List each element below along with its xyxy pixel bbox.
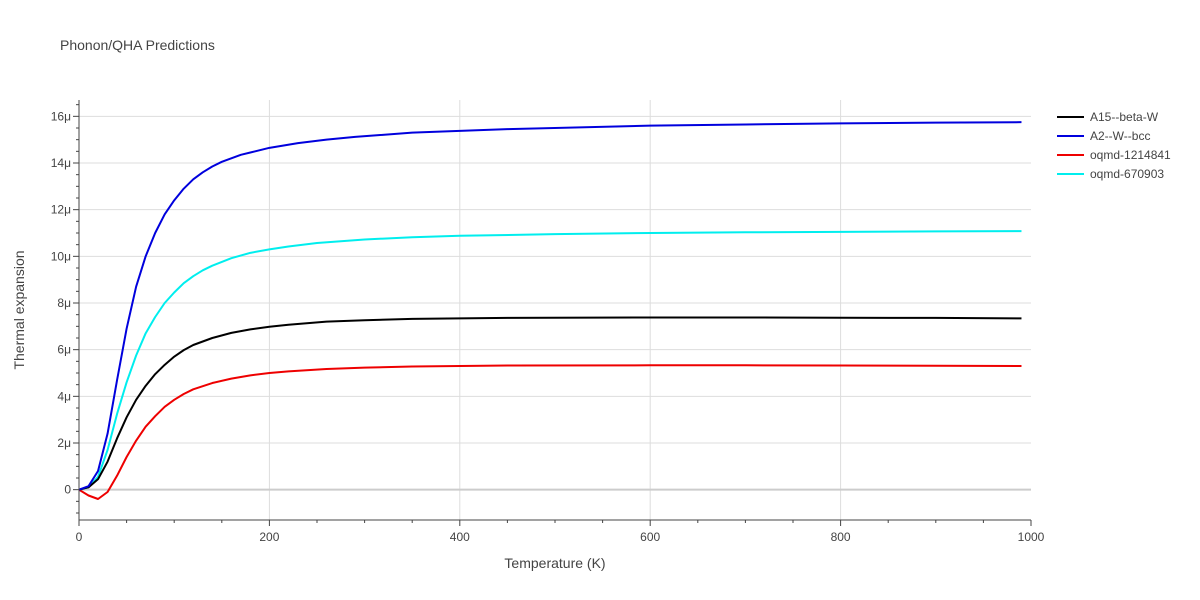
x-tick-label: 200 — [259, 530, 279, 544]
legend-label: oqmd-670903 — [1090, 167, 1164, 181]
y-tick-label: 4μ — [57, 389, 71, 403]
series-layer — [78, 121, 1022, 500]
legend-label: oqmd-1214841 — [1090, 148, 1171, 162]
y-tick-label: 14μ — [51, 156, 71, 170]
y-tick-label: 2μ — [57, 436, 71, 450]
x-tick-label: 800 — [831, 530, 851, 544]
y-tick-label: 0 — [64, 483, 71, 497]
legend-item[interactable]: A15--beta-W — [1057, 110, 1159, 124]
y-axis-title: Thermal expansion — [11, 250, 27, 369]
y-tick-label: 12μ — [51, 203, 71, 217]
x-tick-label: 0 — [76, 530, 83, 544]
legend-item[interactable]: A2--W--bcc — [1057, 129, 1150, 143]
legend-item[interactable]: oqmd-670903 — [1057, 167, 1164, 181]
x-axis-title: Temperature (K) — [504, 555, 605, 571]
series-line-a2-w-bcc — [78, 121, 1022, 491]
legend-item[interactable]: oqmd-1214841 — [1057, 148, 1171, 162]
x-tick-label: 600 — [640, 530, 660, 544]
legend-label: A2--W--bcc — [1090, 129, 1150, 143]
y-tick-label: 8μ — [57, 296, 71, 310]
axes-layer: 0 200 400 600 800 1000 0 2μ 4μ 6μ 8μ 10μ 12μ 14μ 16μ — [51, 100, 1045, 544]
legend[interactable]: A15--beta-W A2--W--bcc oqmd-1214841 oqmd-67… — [1057, 110, 1171, 181]
chart-title: Phonon/QHA Predictions — [60, 37, 215, 53]
series-line-oqmd-1214841 — [78, 364, 1022, 500]
x-tick-label: 400 — [450, 530, 470, 544]
x-tick-label: 1000 — [1018, 530, 1045, 544]
series-line-a15-beta-w — [78, 316, 1022, 491]
grid-layer — [79, 100, 1031, 520]
series-line-oqmd-670903 — [78, 230, 1022, 491]
y-tick-label: 6μ — [57, 343, 71, 357]
y-tick-label: 10μ — [51, 249, 71, 263]
legend-label: A15--beta-W — [1090, 110, 1159, 124]
y-tick-label: 16μ — [51, 109, 71, 123]
